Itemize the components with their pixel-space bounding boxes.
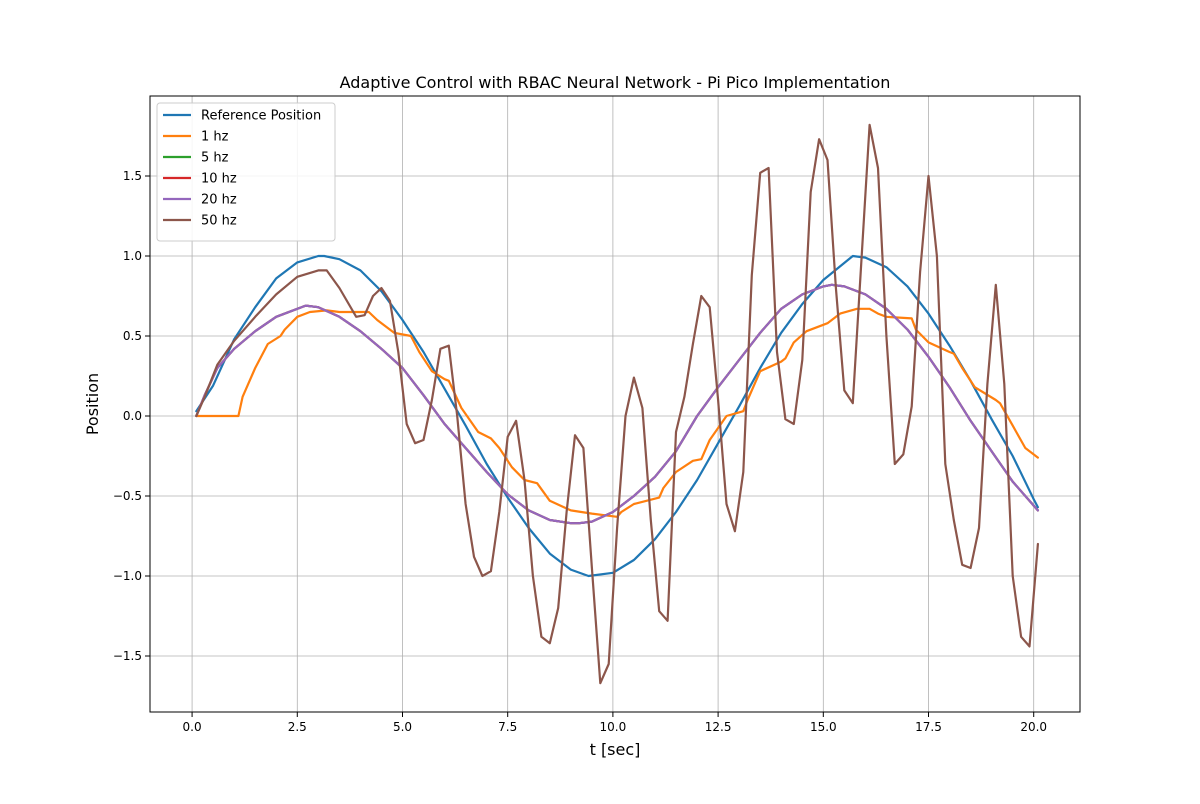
x-tick-label: 0.0 [183, 720, 202, 734]
y-axis-label: Position [83, 373, 102, 435]
legend-label: 20 hz [201, 193, 237, 208]
legend-label: 1 hz [201, 130, 229, 145]
legend-label: 10 hz [201, 172, 237, 187]
x-axis-label: t [sec] [590, 740, 641, 759]
axes-frame [149, 95, 1081, 713]
x-axis: 0.0 2.5 5.0 7.5 10.0 12.5 15.0 17.5 20.0 [183, 712, 1047, 734]
legend: Reference Position 1 hz 5 hz 10 hz 20 hz 50 h… [156, 102, 336, 242]
y-tick-label: 1.0 [123, 249, 142, 263]
legend-label: 5 hz [201, 151, 229, 166]
y-tick-label: 0.0 [123, 409, 142, 423]
series-line-1-hz [195, 307, 1040, 518]
y-tick-label: 0.5 [123, 329, 142, 343]
series-line-50-hz [195, 123, 1040, 685]
legend-box [156, 102, 336, 242]
x-tick-label: 7.5 [498, 720, 517, 734]
plot-area [195, 123, 1040, 685]
x-tick-label: 20.0 [1020, 720, 1047, 734]
y-tick-label: −1.0 [113, 569, 142, 583]
series-line-reference-position [195, 254, 1040, 578]
y-tick-label: −1.5 [113, 649, 142, 663]
legend-label: 50 hz [201, 214, 237, 229]
y-tick-label: 1.5 [123, 169, 142, 183]
legend-label: Reference Position [201, 109, 321, 124]
y-tick-label: −0.5 [113, 489, 142, 503]
x-tick-label: 2.5 [288, 720, 307, 734]
x-tick-label: 17.5 [915, 720, 942, 734]
x-tick-label: 10.0 [600, 720, 627, 734]
chart-title: Adaptive Control with RBAC Neural Networ… [340, 73, 891, 92]
x-tick-label: 5.0 [393, 720, 412, 734]
y-axis: −1.5 −1.0 −0.5 0.0 0.5 1.0 1.5 [113, 169, 150, 663]
x-tick-label: 15.0 [810, 720, 837, 734]
series-line-20-hz [195, 283, 1040, 525]
x-tick-label: 12.5 [705, 720, 732, 734]
